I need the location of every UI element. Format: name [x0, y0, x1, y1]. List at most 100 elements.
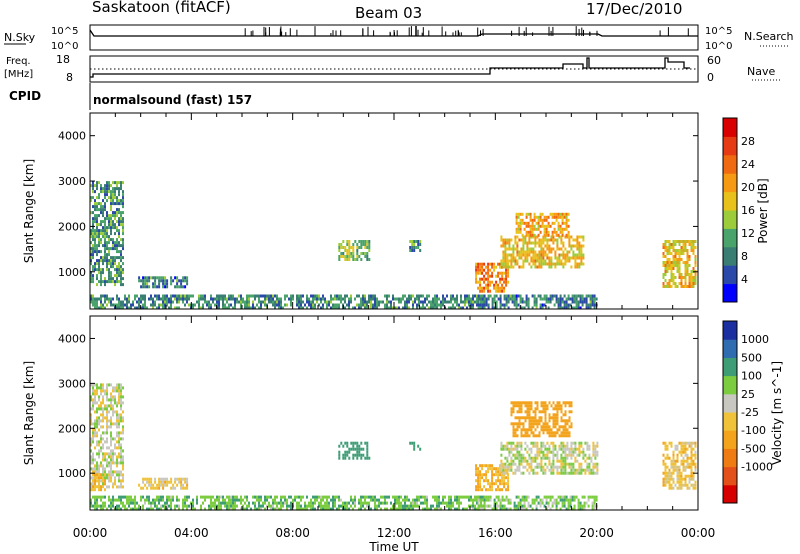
data-cell	[501, 504, 504, 508]
data-cell	[358, 444, 361, 448]
data-cell	[513, 297, 516, 301]
data-cell	[150, 504, 152, 508]
data-cell	[520, 428, 523, 432]
data-cell	[549, 224, 552, 228]
data-cell	[531, 230, 534, 234]
data-cell	[370, 294, 372, 298]
data-cell	[540, 462, 543, 466]
data-cell	[547, 230, 550, 234]
colorbar-swatch	[723, 191, 737, 211]
data-cell	[344, 255, 347, 258]
data-cell	[570, 404, 573, 408]
data-cell	[584, 453, 587, 457]
data-cell	[510, 253, 513, 257]
data-cell	[106, 440, 108, 444]
data-cell	[260, 504, 262, 508]
data-cell	[569, 501, 572, 505]
data-cell	[556, 410, 559, 414]
data-cell	[122, 458, 124, 462]
data-cell	[520, 447, 523, 451]
data-cell	[513, 504, 516, 508]
data-cell	[474, 495, 476, 499]
data-cell	[514, 434, 517, 438]
data-cell	[664, 243, 667, 246]
data-cell	[110, 277, 112, 281]
data-cell	[444, 495, 446, 499]
data-cell	[106, 473, 108, 477]
data-cell	[517, 495, 520, 499]
data-cell	[104, 473, 106, 477]
data-cell	[114, 211, 116, 215]
data-cell	[489, 289, 492, 293]
data-cell	[572, 453, 575, 457]
data-cell	[92, 404, 94, 408]
data-cell	[664, 480, 667, 484]
data-cell	[160, 303, 162, 307]
data-cell	[670, 486, 673, 490]
data-cell	[442, 300, 444, 304]
data-cell	[424, 498, 426, 502]
data-cell	[539, 504, 542, 508]
data-cell	[674, 447, 677, 451]
data-cell	[578, 471, 581, 475]
data-cell	[582, 235, 585, 239]
data-cell	[504, 456, 507, 460]
data-cell	[525, 300, 528, 304]
data-cell	[154, 501, 156, 505]
data-cell	[204, 507, 206, 511]
data-cell	[154, 282, 157, 286]
data-cell	[557, 297, 560, 301]
data-cell	[92, 428, 94, 432]
data-cell	[525, 212, 528, 216]
data-cell	[551, 504, 554, 508]
data-cell	[505, 277, 508, 281]
data-cell	[672, 477, 675, 481]
data-cell	[322, 507, 324, 511]
data-cell	[684, 450, 687, 454]
data-cell	[186, 483, 189, 487]
data-cell	[170, 501, 172, 505]
data-cell	[338, 294, 340, 298]
data-cell	[168, 297, 170, 301]
data-cell	[128, 495, 130, 499]
data-cell	[156, 498, 158, 502]
data-cell	[491, 467, 494, 471]
data-cell	[588, 456, 591, 460]
data-cell	[92, 461, 94, 465]
data-cell	[96, 392, 98, 396]
data-cell	[96, 232, 98, 236]
data-cell	[338, 450, 341, 454]
data-cell	[485, 283, 488, 287]
data-cell	[540, 456, 543, 460]
data-cell	[106, 262, 108, 266]
data-cell	[116, 485, 118, 489]
data-cell	[114, 241, 116, 245]
data-cell	[576, 447, 579, 451]
data-cell	[104, 495, 106, 499]
data-cell	[362, 495, 364, 499]
data-cell	[342, 255, 345, 258]
data-cell	[374, 501, 376, 505]
data-cell	[106, 407, 108, 411]
data-cell	[140, 297, 142, 301]
data-cell	[545, 498, 548, 502]
data-cell	[116, 473, 118, 477]
data-cell	[674, 468, 677, 472]
data-cell	[567, 504, 570, 508]
data-cell	[182, 300, 184, 304]
data-cell	[96, 440, 98, 444]
data-cell	[668, 258, 671, 261]
data-cell	[589, 495, 592, 499]
data-cell	[276, 507, 278, 511]
data-cell	[544, 456, 547, 460]
data-cell	[520, 407, 523, 411]
data-cell	[94, 401, 96, 405]
data-cell	[582, 262, 585, 266]
data-cell	[483, 498, 486, 502]
data-cell	[489, 294, 492, 298]
data-cell	[550, 259, 553, 263]
data-cell	[100, 184, 102, 188]
data-cell	[676, 474, 679, 478]
data-cell	[410, 294, 412, 298]
data-cell	[272, 297, 274, 301]
